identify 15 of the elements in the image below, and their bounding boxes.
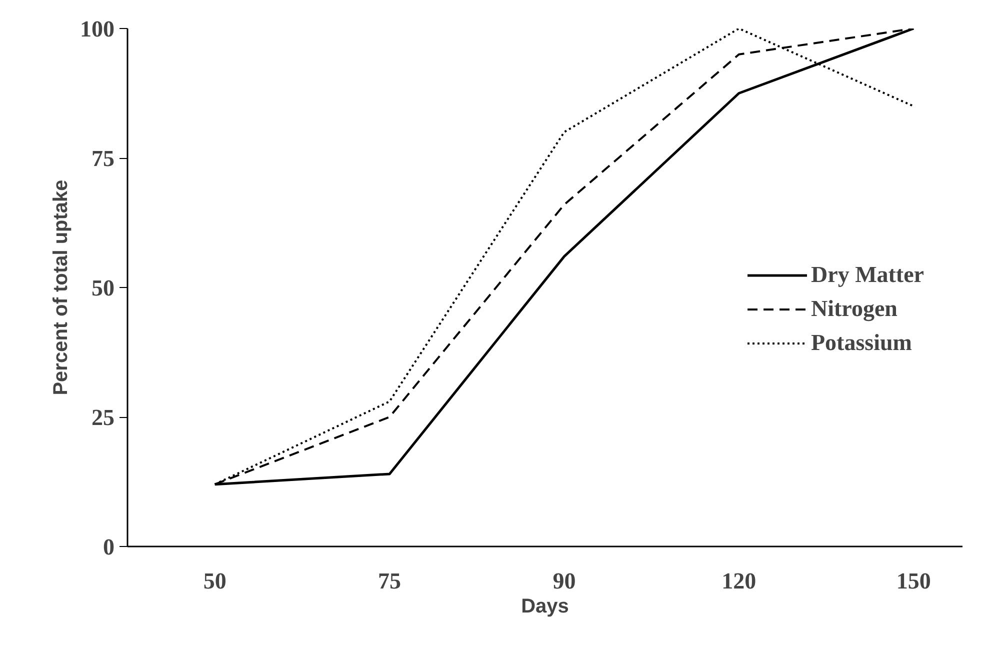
x-tick-label: 150: [896, 568, 931, 594]
legend-label: Dry Matter: [811, 262, 924, 288]
x-tick-label: 50: [203, 568, 226, 594]
x-tick-label: 90: [552, 568, 576, 594]
legend-label: Potassium: [811, 330, 912, 356]
y-tick-label: 100: [80, 16, 114, 42]
x-tick-label: 75: [378, 568, 402, 594]
y-tick-label: 0: [103, 534, 114, 560]
y-tick-label: 75: [92, 146, 114, 171]
x-tick-label: 120: [722, 568, 756, 594]
legend-label: Nitrogen: [811, 296, 898, 322]
y-axis-title: Percent of total uptake: [50, 180, 72, 396]
y-tick-label: 50: [92, 276, 114, 300]
x-axis-title: Days: [521, 596, 569, 618]
y-tick-label: 25: [92, 405, 114, 430]
